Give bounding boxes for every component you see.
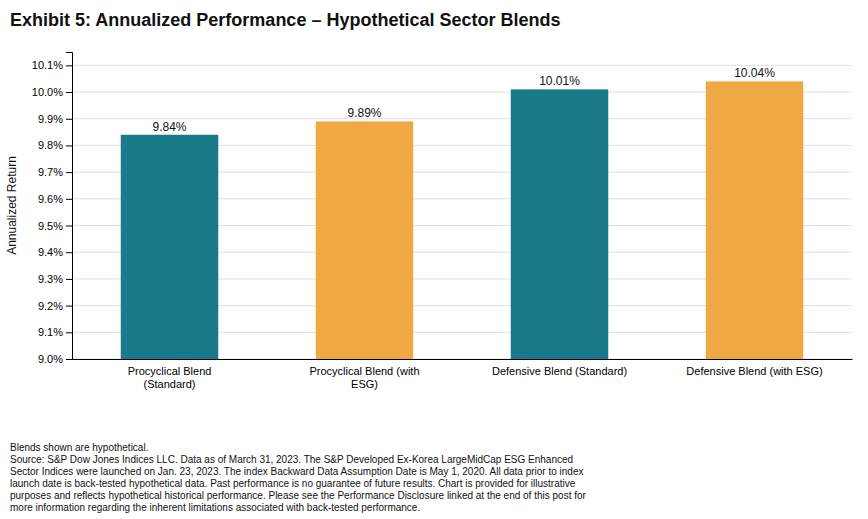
y-tick-label: 9.5% bbox=[38, 220, 63, 232]
y-tick-mark bbox=[66, 306, 72, 307]
footnote-line: Sector Indices were launched on Jan. 23,… bbox=[10, 466, 583, 477]
y-axis-line bbox=[66, 53, 73, 360]
y-tick-label: 9.6% bbox=[38, 193, 63, 205]
y-tick-mark bbox=[66, 172, 72, 173]
x-tick-label: Defensive Blend (Standard) bbox=[492, 365, 627, 377]
data-label: 9.84% bbox=[152, 120, 186, 134]
footnote-line: launch date is back-tested hypothetical … bbox=[10, 478, 576, 489]
data-label: 10.01% bbox=[539, 74, 580, 88]
y-tick-label: 9.9% bbox=[38, 113, 63, 125]
data-labels: 9.84% 9.89% 10.01% 10.04% bbox=[152, 66, 775, 133]
x-tick-label-line: Procyclical Blend bbox=[128, 365, 212, 377]
x-tick-label: Defensive Blend (with ESG) bbox=[686, 365, 822, 377]
x-tick: Defensive Blend (Standard) bbox=[492, 365, 627, 377]
plot: 9.0% 9.1% 9.2% 9.3% 9.4% 9.5% 9.6% 9.7% 9.8% 9.9%… bbox=[5, 53, 853, 519]
y-tick-label: 9.8% bbox=[38, 139, 63, 151]
footnote-line: Blends shown are hypothetical. bbox=[10, 442, 148, 453]
data-label: 10.04% bbox=[734, 66, 775, 80]
x-tick-label-line: Defensive Blend (with ESG) bbox=[686, 365, 822, 377]
footnote-line: more information regarding the inherent … bbox=[10, 502, 420, 513]
bar bbox=[706, 81, 804, 359]
y-tick-mark bbox=[66, 119, 72, 120]
data-label: 9.89% bbox=[347, 106, 381, 120]
y-tick-mark bbox=[66, 332, 72, 333]
y-tick: 9.6% bbox=[38, 193, 72, 205]
x-axis: Procyclical Blend(Standard)Procyclical B… bbox=[73, 360, 853, 391]
x-tick-label-line: ESG) bbox=[351, 378, 378, 390]
y-tick: 10.1% bbox=[32, 59, 72, 71]
x-tick-label: Procyclical Blend (withESG) bbox=[309, 365, 419, 390]
y-tick-mark bbox=[66, 226, 72, 227]
y-tick-label: 9.2% bbox=[38, 300, 63, 312]
y-tick: 9.8% bbox=[38, 139, 72, 151]
x-axis-line bbox=[73, 359, 853, 360]
y-tick: 9.7% bbox=[38, 166, 72, 178]
y-tick-mark bbox=[66, 359, 72, 360]
y-tick-label: 10.0% bbox=[32, 86, 63, 98]
y-tick: 9.1% bbox=[38, 326, 72, 338]
y-tick-label: 9.7% bbox=[38, 166, 63, 178]
y-tick-label: 9.1% bbox=[38, 326, 63, 338]
y-tick-label: 9.4% bbox=[38, 246, 63, 258]
bars bbox=[121, 81, 804, 359]
y-tick: 9.9% bbox=[38, 113, 72, 125]
y-tick-mark bbox=[66, 252, 72, 253]
x-tick: Defensive Blend (with ESG) bbox=[686, 365, 822, 377]
y-tick-label: 10.1% bbox=[32, 59, 63, 71]
x-tick-label-line: (Standard) bbox=[144, 378, 196, 390]
footnote-line: purposes and reflects hypothetical histo… bbox=[10, 490, 587, 501]
y-tick: 10.0% bbox=[32, 86, 72, 98]
title: Exhibit 5: Annualized Performance – Hypo… bbox=[10, 10, 560, 30]
bar bbox=[121, 135, 219, 359]
y-tick-label: 9.0% bbox=[38, 353, 63, 365]
y-tick-label: 9.3% bbox=[38, 273, 63, 285]
y-tick: 9.0% bbox=[38, 353, 72, 365]
y-tick: 9.4% bbox=[38, 246, 72, 258]
y-tick-mark bbox=[66, 199, 72, 200]
y-tick: 9.2% bbox=[38, 300, 72, 312]
chart: Exhibit 5: Annualized Performance – Hypo… bbox=[0, 0, 868, 519]
x-tick: Procyclical Blend(Standard) bbox=[128, 365, 212, 390]
bar bbox=[511, 89, 609, 359]
bar bbox=[316, 121, 414, 359]
x-tick-label-line: Procyclical Blend (with bbox=[309, 365, 419, 377]
x-tick: Procyclical Blend (withESG) bbox=[309, 365, 419, 390]
y-axis-title: Annualized Return bbox=[5, 156, 19, 255]
y-tick-mark bbox=[66, 65, 72, 66]
x-tick-label-line: Defensive Blend (Standard) bbox=[492, 365, 627, 377]
y-tick-mark bbox=[66, 279, 72, 280]
footnote: Blends shown are hypothetical.Source: S&… bbox=[10, 442, 587, 513]
y-tick-mark bbox=[66, 92, 72, 93]
footnote-line: Source: S&P Dow Jones Indices LLC. Data … bbox=[10, 454, 573, 465]
y-tick: 9.3% bbox=[38, 273, 72, 285]
y-tick-mark bbox=[66, 145, 72, 146]
x-tick-label: Procyclical Blend(Standard) bbox=[128, 365, 212, 390]
y-axis: 9.0% 9.1% 9.2% 9.3% 9.4% 9.5% 9.6% 9.7% 9.8% 9.9%… bbox=[32, 53, 73, 366]
y-tick: 9.5% bbox=[38, 220, 72, 232]
